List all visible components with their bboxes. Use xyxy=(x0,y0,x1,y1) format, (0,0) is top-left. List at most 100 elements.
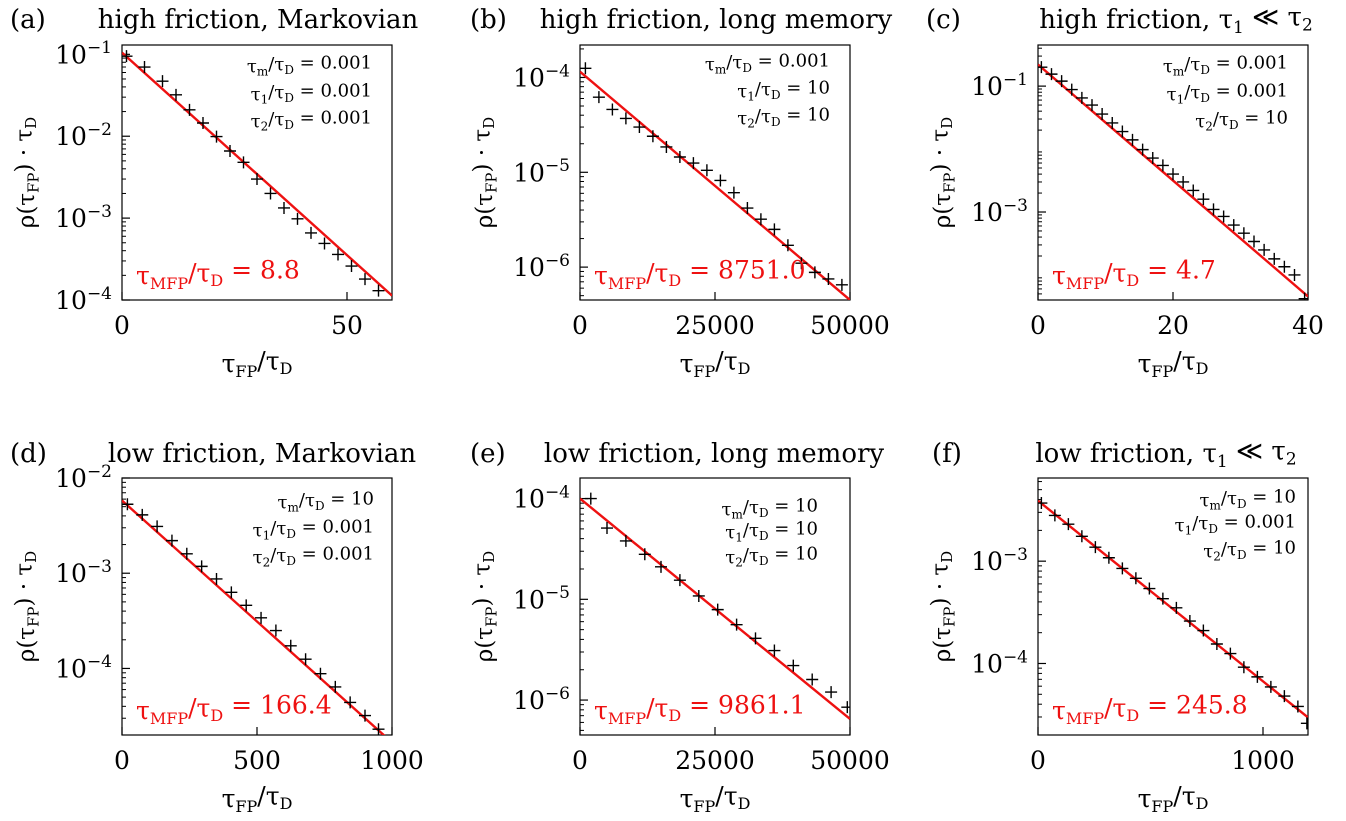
data-marker xyxy=(1237,227,1250,240)
y-tick-label: 10−3 xyxy=(55,202,112,233)
y-tick-label: 10−5 xyxy=(513,156,570,187)
x-tick-label: 0 xyxy=(114,311,130,340)
data-marker xyxy=(1264,680,1277,693)
data-marker xyxy=(318,237,331,250)
data-marker xyxy=(1197,624,1210,637)
data-marker xyxy=(1136,143,1149,156)
y-tick-label: 10−1 xyxy=(971,70,1028,101)
param-annotation: τm/τD = 0.001 xyxy=(247,52,372,78)
data-marker xyxy=(1251,670,1264,683)
data-marker xyxy=(806,673,819,686)
data-marker xyxy=(1126,133,1139,146)
data-marker xyxy=(825,686,838,699)
data-marker xyxy=(195,560,208,573)
panel-b: 10−4 10−5 10−60 25000 50000 (b) high friction,… xyxy=(470,5,893,381)
data-marker xyxy=(305,226,317,239)
data-marker xyxy=(1156,592,1169,605)
x-tick-label: 0 xyxy=(572,746,588,775)
y-axis-label: ρ(τFP) · τD xyxy=(470,551,501,662)
y-tick-label: 10−3 xyxy=(971,196,1028,227)
data-marker xyxy=(1045,68,1058,81)
marker-group xyxy=(122,50,385,297)
data-marker xyxy=(1278,260,1291,273)
data-marker xyxy=(197,117,209,130)
data-marker xyxy=(1038,497,1048,510)
data-marker xyxy=(687,157,700,170)
y-tick-label: 10−4 xyxy=(513,482,570,513)
data-marker xyxy=(730,618,743,631)
data-marker xyxy=(808,266,821,279)
data-marker xyxy=(1298,292,1308,300)
x-axis-label: τFP/τD xyxy=(680,781,751,816)
data-marker xyxy=(1183,615,1196,628)
data-marker xyxy=(660,140,673,153)
data-marker xyxy=(237,156,250,169)
data-marker xyxy=(727,186,740,199)
data-marker xyxy=(749,632,762,645)
x-axis-label: τFP/τD xyxy=(222,346,293,381)
param-annotation: τ1/τD = 0.001 xyxy=(1167,80,1288,106)
data-marker xyxy=(1278,690,1291,703)
x-tick-label: 40 xyxy=(1292,311,1324,340)
y-tick-label: 10−4 xyxy=(55,652,112,683)
data-marker xyxy=(787,659,800,672)
data-marker xyxy=(1288,268,1301,281)
data-marker xyxy=(673,574,686,587)
panel-label: (e) xyxy=(470,439,506,469)
data-marker xyxy=(264,187,277,200)
marker-group xyxy=(580,62,848,291)
y-tick-label: 10−2 xyxy=(55,120,112,151)
y-axis-label: ρ(τFP) · τD xyxy=(928,117,959,228)
chart-title: high friction, long memory xyxy=(540,5,893,35)
data-marker xyxy=(291,212,304,225)
param-annotation: τ1/τD = 0.001 xyxy=(1175,511,1296,537)
data-marker xyxy=(240,599,253,612)
param-annotation: τm/τD = 0.001 xyxy=(705,50,830,76)
fit-line xyxy=(580,70,850,300)
mfp-annotation: τMFP/τD = 4.7 xyxy=(1052,256,1216,293)
chart-title: low friction, long memory xyxy=(544,439,885,469)
y-tick-label: 10−3 xyxy=(55,557,112,588)
data-marker xyxy=(1170,601,1183,614)
mfp-annotation: τMFP/τD = 8751.0 xyxy=(594,256,806,293)
y-axis-label: ρ(τFP) · τD xyxy=(12,117,43,228)
x-tick-label: 0 xyxy=(1030,746,1046,775)
panel-f: 10−3 10−4 0 1000 (f) low friction, τ1 ≪ τ2 τm/… xyxy=(928,436,1309,816)
data-marker xyxy=(344,696,357,709)
data-marker xyxy=(795,257,808,270)
mfp-annotation: τMFP/τD = 9861.1 xyxy=(594,691,806,728)
data-marker xyxy=(711,603,724,616)
y-tick-label: 10−6 xyxy=(513,251,570,282)
data-marker xyxy=(1096,108,1109,121)
mfp-annotation: τMFP/τD = 8.8 xyxy=(136,256,300,293)
y-tick-label: 10−4 xyxy=(971,647,1028,678)
data-marker xyxy=(136,508,149,521)
data-marker xyxy=(822,272,835,285)
x-tick-label: 50 xyxy=(331,311,363,340)
data-marker xyxy=(1143,582,1156,595)
param-annotation: τm/τD = 0.001 xyxy=(1163,52,1288,78)
y-tick-label: 10−2 xyxy=(55,462,112,493)
data-marker xyxy=(314,667,327,680)
x-axis-label: τFP/τD xyxy=(1138,346,1209,381)
data-marker xyxy=(1248,235,1260,248)
x-tick-label: 0 xyxy=(572,311,588,340)
data-marker xyxy=(835,278,848,291)
x-tick-label: 50000 xyxy=(810,746,890,775)
data-marker xyxy=(284,639,297,652)
mfp-annotation: τMFP/τD = 245.8 xyxy=(1052,691,1248,728)
chart-title: low friction, τ1 ≪ τ2 xyxy=(1035,436,1296,472)
data-marker xyxy=(1237,661,1250,674)
y-tick-label: 10−6 xyxy=(513,684,570,715)
x-tick-label: 50000 xyxy=(810,311,890,340)
data-marker xyxy=(170,88,182,101)
data-marker xyxy=(372,723,385,735)
data-marker xyxy=(359,709,371,722)
data-marker xyxy=(345,260,358,273)
param-annotation: τm/τD = 10 xyxy=(278,488,374,514)
data-marker xyxy=(1258,243,1271,256)
data-marker xyxy=(646,130,659,143)
y-axis-label: ρ(τFP) · τD xyxy=(928,551,959,662)
data-marker xyxy=(768,223,781,236)
